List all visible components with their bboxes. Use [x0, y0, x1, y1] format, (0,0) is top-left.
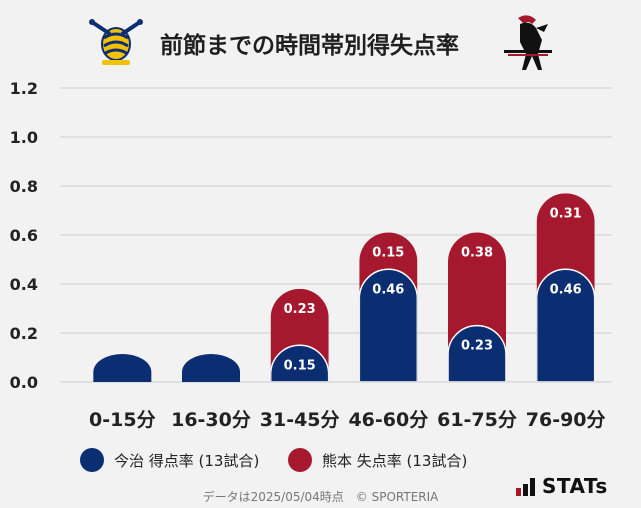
legend-label-imabari: 今治 得点率 (13試合): [114, 451, 260, 470]
bar-imabari-group: [448, 324, 506, 382]
data-label-kumamoto: 0.31: [550, 206, 582, 221]
legend-label-kumamoto: 熊本 失点率 (13試合): [322, 451, 468, 470]
bar-imabari: [359, 268, 418, 382]
x-tick-label: 61-75分: [437, 409, 517, 431]
y-tick-label: 1.0: [10, 128, 38, 147]
imabari-crest-icon: [89, 19, 143, 65]
data-label-imabari: 0.23: [461, 339, 493, 354]
data-label-imabari: 0.46: [372, 282, 404, 297]
y-tick-label: 1.2: [10, 79, 38, 98]
x-tick-label: 16-30分: [171, 409, 251, 431]
data-label-imabari: 0.46: [550, 282, 582, 297]
bar-imabari: [93, 354, 152, 382]
x-tick-label: 46-60分: [348, 409, 428, 431]
y-tick-label: 0.0: [10, 373, 38, 392]
y-tick-label: 0.4: [10, 275, 38, 294]
stats-brand-logo: STATs: [516, 476, 608, 496]
legend-swatch-kumamoto: [288, 448, 312, 472]
data-label-kumamoto: 0.38: [461, 246, 493, 261]
bar-imabari: [536, 268, 595, 382]
x-tick-label: 0-15分: [89, 409, 156, 431]
stats-brand-text: STATs: [542, 474, 608, 498]
bar-imabari-group: [359, 268, 418, 382]
kumamoto-horse-icon: [504, 15, 552, 70]
bar-imabari: [270, 344, 329, 382]
chart-plot: 0.0 0.2 0.4 0.6 0.8 1.0 1.2 0-15分 16-30分 0.15 0.23…: [10, 79, 612, 431]
legend-swatch-imabari: [80, 448, 104, 472]
y-tick-label: 0.6: [10, 226, 38, 245]
y-tick-label: 0.2: [10, 324, 38, 343]
data-note: データは2025/05/04時点 © SPORTERIA: [202, 490, 439, 504]
bar-imabari: [448, 324, 506, 382]
bar-imabari-group: [536, 268, 595, 382]
data-label-kumamoto: 0.15: [372, 246, 404, 261]
stats-bars-icon: [516, 478, 537, 496]
y-tick-label: 0.8: [10, 177, 38, 196]
legend-item-kumamoto: 熊本 失点率 (13試合): [288, 448, 467, 472]
data-label-imabari: 0.15: [284, 358, 316, 373]
chart-header: 前節までの時間帯別得失点率: [0, 0, 641, 80]
data-label-kumamoto: 0.23: [284, 302, 316, 317]
bar-imabari: [182, 354, 240, 382]
bar-imabari-group: [270, 344, 329, 382]
legend-item-imabari: 今治 得点率 (13試合): [80, 448, 259, 472]
chart-title: 前節までの時間帯別得失点率: [160, 33, 459, 59]
legend: 今治 得点率 (13試合) 熊本 失点率 (13試合): [0, 446, 641, 478]
x-tick-label: 31-45分: [260, 409, 340, 431]
x-tick-label: 76-90分: [526, 409, 606, 431]
